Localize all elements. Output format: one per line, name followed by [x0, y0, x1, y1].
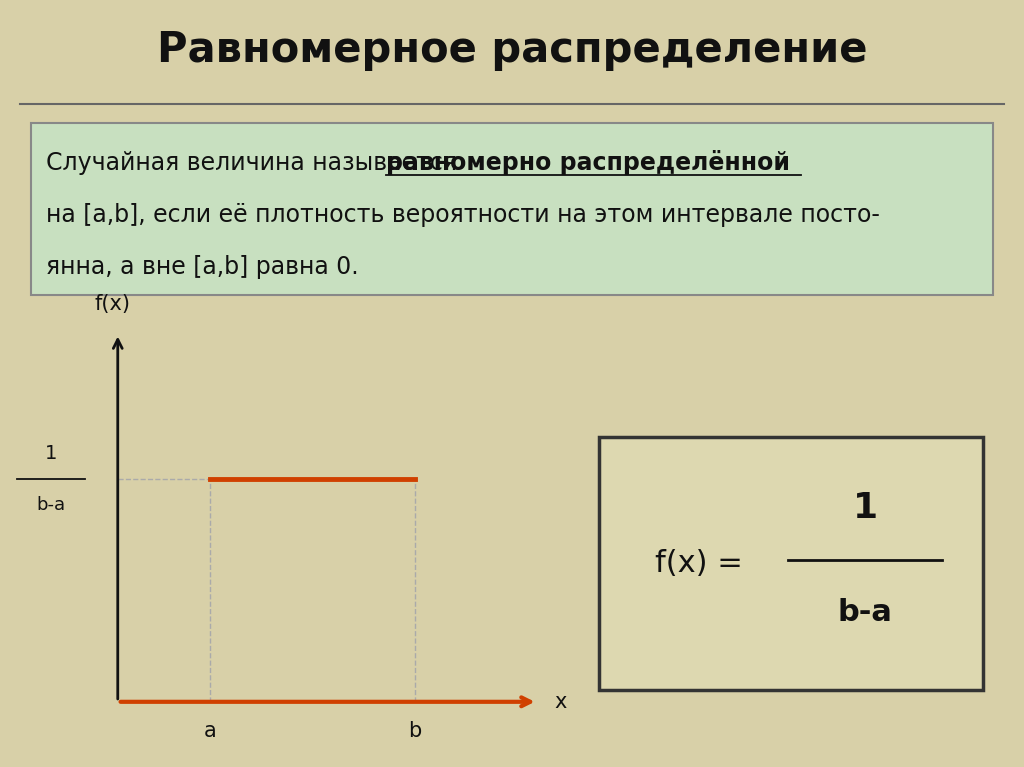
Bar	[31, 123, 993, 295]
Text: b: b	[409, 721, 421, 741]
Text: f(x) =: f(x) =	[655, 549, 743, 578]
Text: Равномерное распределение: Равномерное распределение	[157, 29, 867, 71]
Bar	[599, 437, 983, 690]
Text: 1: 1	[853, 492, 878, 525]
Text: Случайная величина называется: Случайная величина называется	[46, 150, 465, 175]
Text: равномерно распределённой: равномерно распределённой	[386, 150, 791, 175]
Text: x: x	[554, 692, 566, 712]
Text: a: a	[204, 721, 216, 741]
Text: на [a,b], если её плотность вероятности на этом интервале посто-: на [a,b], если её плотность вероятности …	[46, 202, 880, 227]
Text: 1: 1	[45, 443, 57, 463]
Text: f(x): f(x)	[94, 295, 131, 314]
Text: b-a: b-a	[37, 496, 66, 514]
Text: янна, а вне [a,b] равна 0.: янна, а вне [a,b] равна 0.	[46, 255, 358, 279]
Text: b-a: b-a	[838, 598, 893, 627]
